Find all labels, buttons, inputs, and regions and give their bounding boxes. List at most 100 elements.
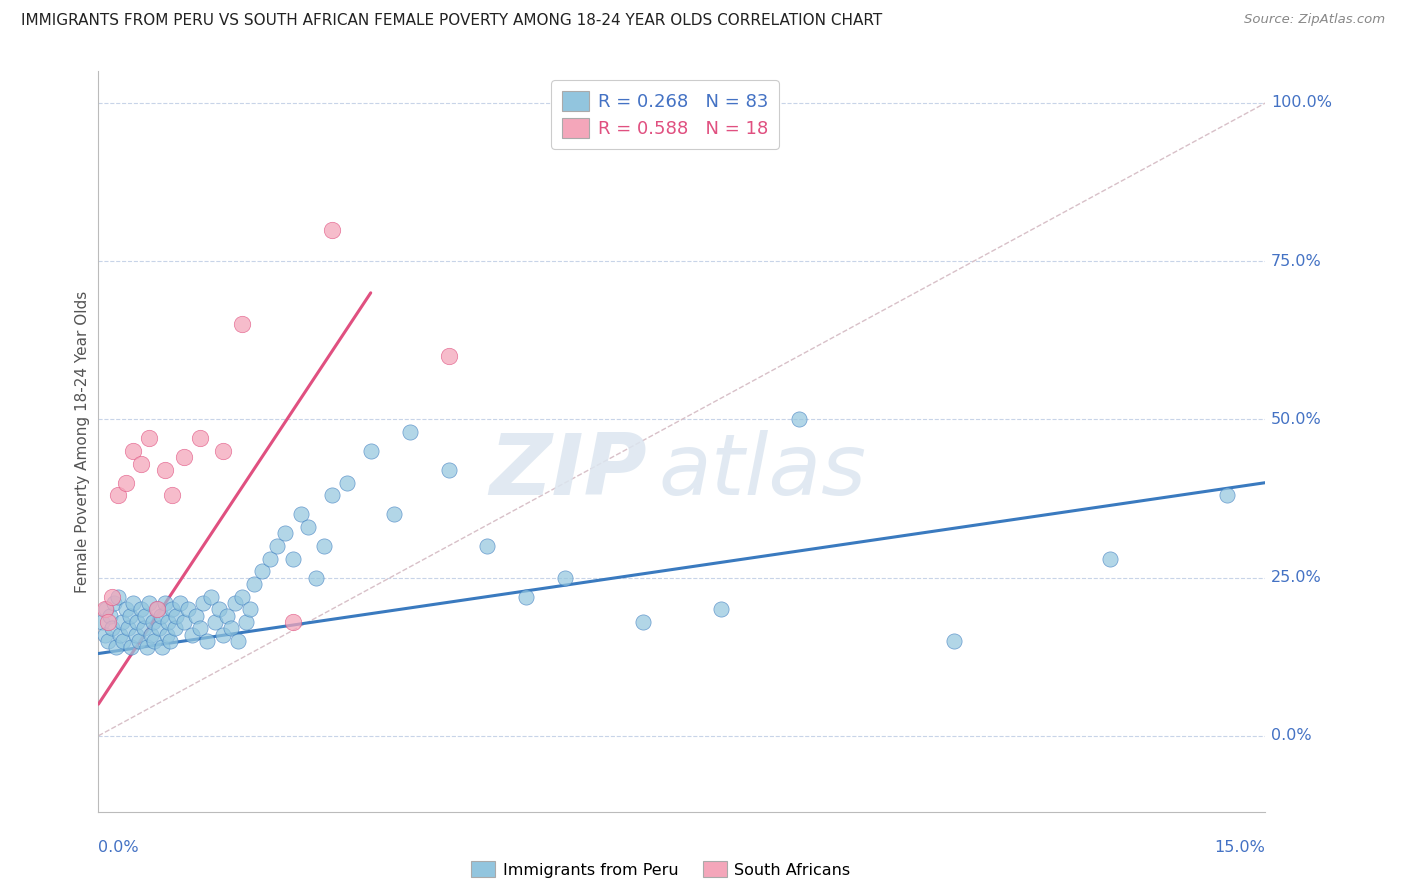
Point bbox=[97, 615, 120, 629]
Point bbox=[281, 551, 304, 566]
Point bbox=[321, 222, 343, 236]
Point bbox=[129, 457, 152, 471]
Point bbox=[193, 596, 215, 610]
Text: Source: ZipAtlas.com: Source: ZipAtlas.com bbox=[1244, 13, 1385, 27]
Point bbox=[787, 412, 810, 426]
Point bbox=[360, 444, 382, 458]
Point bbox=[297, 520, 319, 534]
Point bbox=[163, 621, 186, 635]
Point bbox=[312, 539, 335, 553]
Point bbox=[138, 431, 160, 445]
Point bbox=[382, 508, 405, 522]
Point bbox=[259, 551, 281, 566]
Point bbox=[114, 475, 136, 490]
Legend: Immigrants from Peru, South Africans: Immigrants from Peru, South Africans bbox=[464, 855, 858, 884]
Y-axis label: Female Poverty Among 18-24 Year Olds: Female Poverty Among 18-24 Year Olds bbox=[75, 291, 90, 592]
Text: 100.0%: 100.0% bbox=[1271, 95, 1333, 111]
Point bbox=[127, 615, 149, 629]
Point bbox=[208, 602, 231, 616]
Point bbox=[437, 349, 460, 363]
Point bbox=[515, 590, 537, 604]
Text: 15.0%: 15.0% bbox=[1215, 840, 1265, 855]
Point bbox=[188, 431, 211, 445]
Point bbox=[128, 633, 150, 648]
Point bbox=[153, 596, 176, 610]
Point bbox=[129, 602, 152, 616]
Text: IMMIGRANTS FROM PERU VS SOUTH AFRICAN FEMALE POVERTY AMONG 18-24 YEAR OLDS CORRE: IMMIGRANTS FROM PERU VS SOUTH AFRICAN FE… bbox=[21, 13, 883, 29]
Point bbox=[101, 621, 124, 635]
Text: 0.0%: 0.0% bbox=[98, 840, 139, 855]
Point bbox=[96, 602, 118, 616]
Point bbox=[122, 444, 145, 458]
Text: 25.0%: 25.0% bbox=[1271, 570, 1322, 585]
Point bbox=[148, 621, 170, 635]
Point bbox=[250, 564, 273, 578]
Point bbox=[710, 602, 733, 616]
Point bbox=[477, 539, 499, 553]
Point bbox=[108, 627, 131, 641]
Point bbox=[146, 602, 169, 616]
Point bbox=[173, 615, 195, 629]
Point bbox=[554, 571, 576, 585]
Point bbox=[195, 633, 218, 648]
Point bbox=[162, 602, 184, 616]
Text: atlas: atlas bbox=[658, 430, 866, 513]
Point bbox=[437, 463, 460, 477]
Point bbox=[1215, 488, 1237, 502]
Point bbox=[104, 640, 127, 655]
Point bbox=[93, 627, 115, 641]
Point bbox=[98, 608, 121, 623]
Point bbox=[177, 602, 200, 616]
Point bbox=[156, 627, 179, 641]
Point bbox=[228, 633, 250, 648]
Point bbox=[157, 615, 180, 629]
Point bbox=[204, 615, 226, 629]
Point bbox=[231, 318, 253, 332]
Point bbox=[631, 615, 654, 629]
Point bbox=[162, 488, 184, 502]
Point bbox=[111, 615, 134, 629]
Point bbox=[149, 608, 172, 623]
Point bbox=[134, 608, 156, 623]
Point bbox=[107, 488, 129, 502]
Point bbox=[212, 627, 235, 641]
Point bbox=[165, 608, 187, 623]
Point bbox=[290, 508, 312, 522]
Point bbox=[224, 596, 246, 610]
Point bbox=[112, 633, 135, 648]
Point bbox=[122, 596, 145, 610]
Point bbox=[169, 596, 191, 610]
Point bbox=[231, 590, 253, 604]
Point bbox=[101, 590, 124, 604]
Point bbox=[173, 450, 195, 465]
Point bbox=[107, 590, 129, 604]
Text: 0.0%: 0.0% bbox=[1271, 728, 1312, 743]
Point bbox=[143, 633, 166, 648]
Point bbox=[215, 608, 238, 623]
Legend: R = 0.268   N = 83, R = 0.588   N = 18: R = 0.268 N = 83, R = 0.588 N = 18 bbox=[551, 80, 779, 149]
Point bbox=[93, 602, 115, 616]
Point bbox=[274, 526, 297, 541]
Point bbox=[336, 475, 359, 490]
Point bbox=[138, 596, 160, 610]
Point bbox=[141, 627, 163, 641]
Point bbox=[146, 602, 169, 616]
Point bbox=[943, 633, 966, 648]
Point bbox=[321, 488, 343, 502]
Point bbox=[142, 615, 165, 629]
Point bbox=[188, 621, 211, 635]
Point bbox=[125, 627, 148, 641]
Point bbox=[91, 615, 114, 629]
Point bbox=[305, 571, 328, 585]
Point bbox=[398, 425, 420, 439]
Point bbox=[153, 463, 176, 477]
Point bbox=[1098, 551, 1121, 566]
Point bbox=[132, 621, 155, 635]
Text: 50.0%: 50.0% bbox=[1271, 412, 1322, 427]
Point bbox=[159, 633, 181, 648]
Point bbox=[114, 602, 136, 616]
Point bbox=[239, 602, 262, 616]
Point bbox=[118, 608, 141, 623]
Point bbox=[243, 577, 266, 591]
Point bbox=[281, 615, 304, 629]
